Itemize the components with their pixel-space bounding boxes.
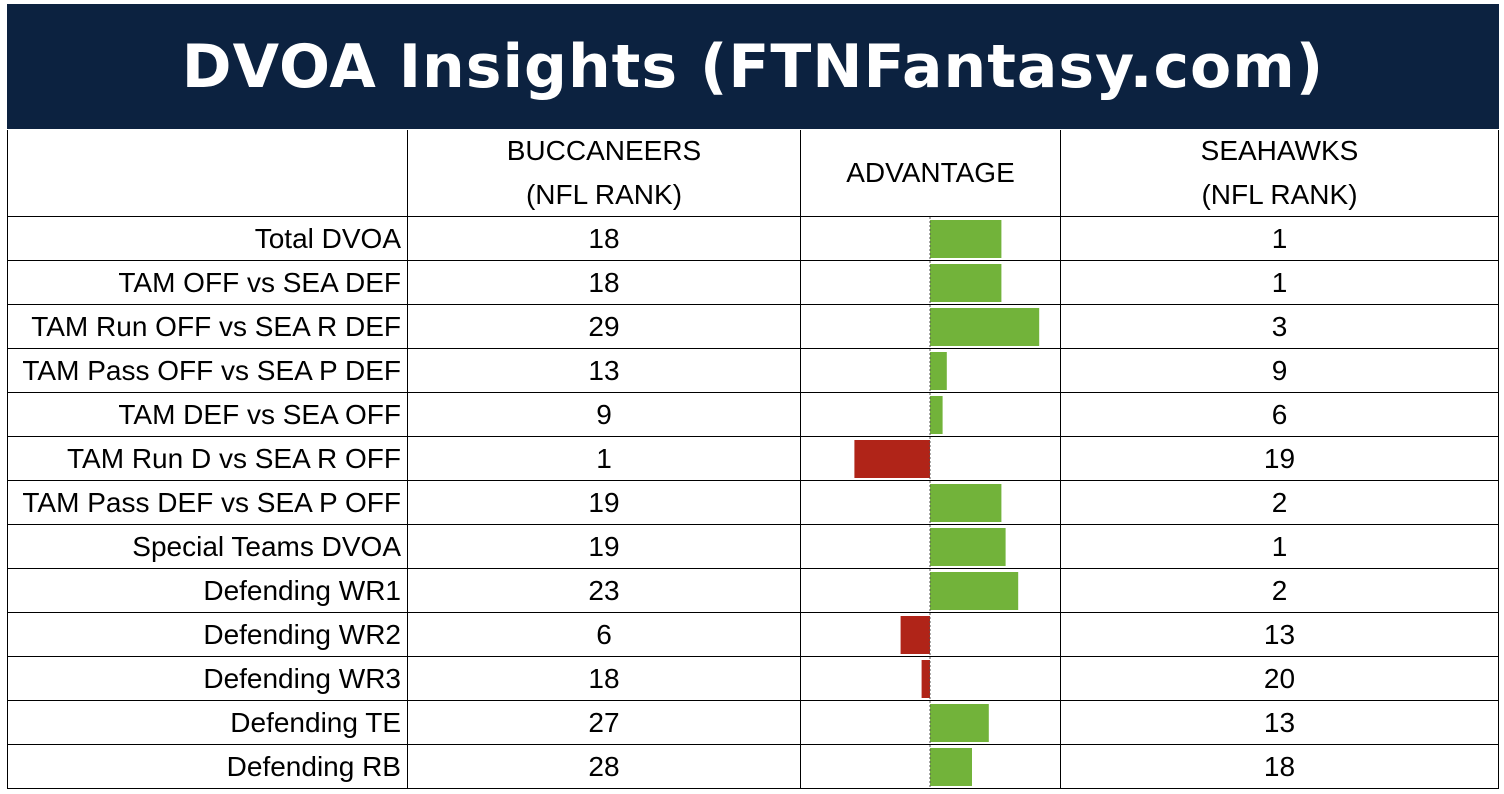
- row-label: TAM Pass OFF vs SEA P DEF: [7, 349, 408, 393]
- row-label: TAM Run OFF vs SEA R DEF: [7, 305, 408, 349]
- row-label: TAM DEF vs SEA OFF: [7, 393, 408, 437]
- team2-rank: 2: [1061, 569, 1499, 613]
- team2-rank: 13: [1061, 613, 1499, 657]
- advantage-cell: [801, 613, 1061, 657]
- advantage-cell: [801, 525, 1061, 569]
- advantage-bar-positive: [930, 308, 1040, 346]
- team1-rank: 18: [408, 217, 801, 261]
- header-advantage: ADVANTAGE: [801, 130, 1061, 217]
- advantage-bar-positive: [930, 484, 1002, 522]
- team2-rank: 1: [1061, 261, 1499, 305]
- advantage-cell: [801, 569, 1061, 613]
- header-blank: [7, 130, 408, 217]
- team1-rank: 1: [408, 437, 801, 481]
- header-team1-name: BUCCANEERS: [506, 135, 702, 166]
- advantage-cell: [801, 261, 1061, 305]
- advantage-bar-negative: [921, 660, 930, 698]
- advantage-cell: [801, 481, 1061, 525]
- team1-rank: 27: [408, 701, 801, 745]
- page-title: DVOA Insights (FTNFantasy.com): [181, 31, 1325, 102]
- row-label: Total DVOA: [7, 217, 408, 261]
- advantage-bar-positive: [930, 264, 1002, 302]
- team2-rank: 20: [1061, 657, 1499, 701]
- advantage-bar-negative: [854, 440, 930, 478]
- team1-rank: 29: [408, 305, 801, 349]
- row-label: TAM Run D vs SEA R OFF: [7, 437, 408, 481]
- header-team2-name: SEAHAWKS: [1200, 135, 1359, 166]
- team2-rank: 18: [1061, 745, 1499, 789]
- team2-rank: 19: [1061, 437, 1499, 481]
- header-advantage-label: ADVANTAGE: [846, 157, 1015, 188]
- header-team1-sub: (NFL RANK): [525, 179, 683, 210]
- advantage-bar-positive: [930, 572, 1019, 610]
- advantage-cell: [801, 393, 1061, 437]
- team1-rank: 9: [408, 393, 801, 437]
- row-label: Special Teams DVOA: [7, 525, 408, 569]
- advantage-cell: [801, 217, 1061, 261]
- header-team2-sub: (NFL RANK): [1201, 179, 1358, 210]
- team2-rank: 3: [1061, 305, 1499, 349]
- row-label: Defending WR2: [7, 613, 408, 657]
- advantage-bar-positive: [930, 528, 1006, 566]
- row-label: TAM OFF vs SEA DEF: [7, 261, 408, 305]
- title-banner: DVOA Insights (FTNFantasy.com): [7, 4, 1499, 129]
- advantage-bar-positive: [930, 220, 1002, 258]
- advantage-bar-positive: [930, 704, 989, 742]
- advantage-cell: [801, 305, 1061, 349]
- team1-rank: 18: [408, 657, 801, 701]
- row-label: TAM Pass DEF vs SEA P OFF: [7, 481, 408, 525]
- advantage-cell: [801, 437, 1061, 481]
- team2-rank: 2: [1061, 481, 1499, 525]
- team2-rank: 1: [1061, 217, 1499, 261]
- row-label: Defending RB: [7, 745, 408, 789]
- team1-rank: 23: [408, 569, 801, 613]
- team1-rank: 18: [408, 261, 801, 305]
- team2-rank: 9: [1061, 349, 1499, 393]
- advantage-cell: [801, 701, 1061, 745]
- team2-rank: 6: [1061, 393, 1499, 437]
- row-label: Defending WR3: [7, 657, 408, 701]
- advantage-bar-positive: [930, 748, 972, 786]
- row-label: Defending TE: [7, 701, 408, 745]
- advantage-bar-negative: [900, 616, 930, 654]
- team1-rank: 6: [408, 613, 801, 657]
- team1-rank: 19: [408, 481, 801, 525]
- team2-rank: 13: [1061, 701, 1499, 745]
- advantage-cell: [801, 657, 1061, 701]
- team1-rank: 28: [408, 745, 801, 789]
- header-team1: BUCCANEERS (NFL RANK): [408, 130, 801, 217]
- advantage-bar-positive: [930, 352, 947, 390]
- team1-rank: 19: [408, 525, 801, 569]
- advantage-bar-positive: [930, 396, 943, 434]
- team2-rank: 1: [1061, 525, 1499, 569]
- row-label: Defending WR1: [7, 569, 408, 613]
- header-team2: SEAHAWKS (NFL RANK): [1061, 130, 1499, 217]
- team1-rank: 13: [408, 349, 801, 393]
- advantage-cell: [801, 349, 1061, 393]
- advantage-cell: [801, 745, 1061, 789]
